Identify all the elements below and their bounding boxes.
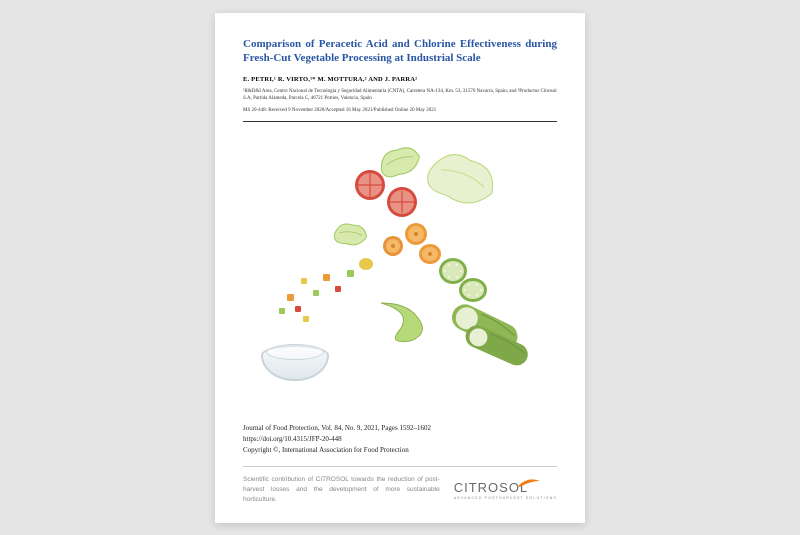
swoosh-icon: [518, 478, 540, 488]
paper-title: Comparison of Peracetic Acid and Chlorin…: [243, 37, 557, 67]
journal-line: Journal of Food Protection, Vol. 84, No.…: [243, 423, 557, 434]
manuscript-info: MS 20-448: Received 9 November 2020/Acce…: [243, 108, 557, 113]
divider-top: [243, 121, 557, 122]
copyright-line: Copyright ©, International Association f…: [243, 445, 557, 456]
affiliations: ¹R&D&I Area, Centro Nacional de Tecnolog…: [243, 89, 557, 102]
logo-wordmark: CITROSOL: [454, 480, 528, 495]
page-footer: Scientific contribution of CITROSOL towa…: [243, 466, 557, 504]
contribution-text: Scientific contribution of CITROSOL towa…: [243, 475, 440, 504]
document-page: Comparison of Peracetic Acid and Chlorin…: [215, 13, 585, 523]
citrosol-logo: CITROSOL ADVANCED POSTHARVEST SOLUTIONS: [454, 480, 557, 500]
logo-tagline: ADVANCED POSTHARVEST SOLUTIONS: [454, 496, 557, 500]
doi-line: https://doi.org/10.4315/JFP-20-448: [243, 434, 557, 445]
vegetable-figure: [243, 128, 557, 419]
journal-citation: Journal of Food Protection, Vol. 84, No.…: [243, 423, 557, 457]
authors-line: E. PETRI,¹ R. VIRTO,¹* M. MOTTURA,² AND …: [243, 76, 557, 83]
vegetable-illustration: [243, 128, 557, 368]
